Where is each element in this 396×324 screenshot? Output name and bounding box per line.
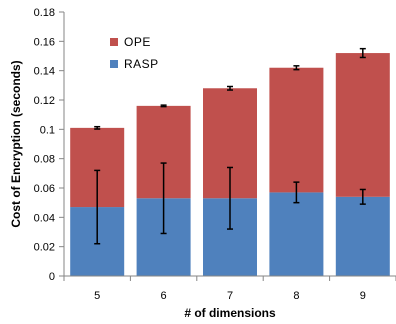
bar-rasp (335, 196, 390, 276)
y-tick-label: 0.1 (40, 124, 55, 136)
bar-ope (269, 67, 324, 193)
x-tick-label: 6 (161, 290, 167, 302)
y-tick-label: 0.14 (34, 66, 55, 78)
bar-rasp (269, 192, 324, 276)
legend-label-ope: OPE (124, 35, 151, 49)
y-tick-label: 0.08 (34, 154, 55, 166)
x-ticks-group: 5 6 7 8 9 (63, 276, 396, 302)
y-tick-label: 0.04 (34, 212, 55, 224)
legend-swatch-rasp (110, 60, 118, 68)
y-tick-label: 0.12 (34, 95, 55, 107)
legend-label-rasp: RASP (124, 57, 159, 71)
y-ticks-group: 0 0.02 0.04 0.06 0.08 0.1 0.12 0.14 0.16 0.18 (34, 7, 64, 283)
x-tick-label: 8 (293, 290, 299, 302)
x-tick-label: 5 (94, 290, 100, 302)
x-tick-label: 9 (360, 290, 366, 302)
axes-group (63, 12, 396, 277)
bar-ope (335, 53, 390, 197)
x-axis-title: # of dimensions (184, 306, 276, 320)
y-tick-label: 0.06 (34, 183, 55, 195)
x-tick-label: 7 (227, 290, 233, 302)
y-tick-label: 0.18 (34, 7, 55, 19)
y-tick-label: 0 (49, 271, 55, 283)
error-bars-group (94, 47, 366, 245)
legend-swatch-ope (110, 38, 118, 46)
y-axis-title: Cost of Encryption (seconds) (9, 60, 23, 227)
y-tick-label: 0.16 (34, 36, 55, 48)
y-tick-label: 0.02 (34, 242, 55, 254)
legend: OPE RASP (110, 35, 159, 71)
